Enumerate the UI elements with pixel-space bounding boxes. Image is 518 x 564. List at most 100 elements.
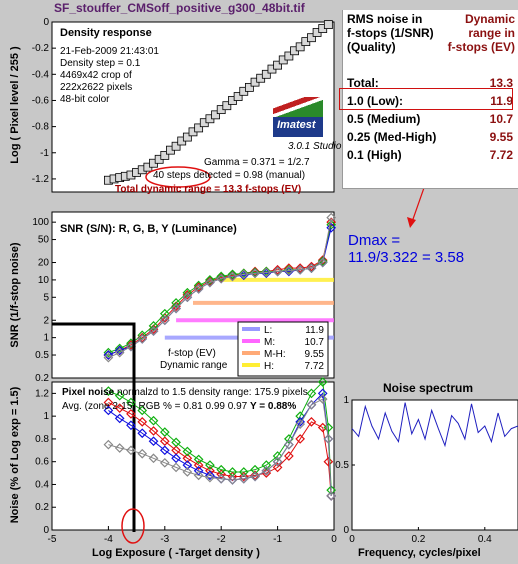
noise-data-point: [306, 388, 317, 399]
snr-data-point: [250, 266, 260, 277]
spectrum-xtick-label: 0.4: [478, 534, 492, 545]
noise-data-point: [159, 427, 170, 437]
noise-data-point: [182, 453, 193, 464]
snr-data-point: [227, 271, 238, 282]
snr-data-point: [171, 298, 181, 308]
noise-avg-y: Y = 0.88%: [250, 401, 297, 412]
noise-data-point: [182, 460, 193, 470]
density-ylabel: Log ( Pixel level / 255 ): [9, 46, 21, 164]
snr-data-point: [295, 264, 306, 275]
snr-data-point: [159, 308, 170, 319]
noise-ytick-label: 0: [43, 525, 49, 536]
noise-data-point: [284, 439, 294, 450]
noise-xtick-label: -2: [217, 534, 226, 545]
noise-xtick-label: -5: [48, 534, 57, 545]
dmax-arrow-head: [407, 217, 416, 228]
dynamic-range-text: Total dynamic range = 13.3 f-stops (EV): [115, 184, 302, 195]
noise-data-point: [171, 462, 181, 473]
snr-data-point: [261, 266, 272, 277]
noise-data-point: [323, 422, 334, 433]
rms-header-line: Dynamic: [464, 12, 515, 26]
steps-highlight-ellipse: [145, 166, 211, 188]
snr-data-point: [272, 264, 283, 275]
snr-ytick-label: 1: [43, 333, 49, 344]
noise-series-line: [108, 380, 332, 491]
snr-ytick-label: 20: [38, 258, 50, 269]
noise-data-point: [137, 416, 148, 427]
rms-highlight-box: [339, 88, 513, 110]
noise-series-line: [108, 402, 332, 496]
noise-data-point: [182, 446, 193, 457]
rms-header-line: (Quality): [347, 40, 396, 54]
noise-data-point: [193, 454, 204, 465]
density-step-marker: [194, 123, 204, 133]
noise-data-point: [171, 437, 181, 448]
noise-data-point: [317, 394, 328, 404]
snr-ytick-label: 5: [43, 292, 49, 303]
noise-data-point: [114, 413, 125, 424]
noise-data-point: [126, 397, 136, 408]
rms-row-label: Total:: [347, 76, 379, 90]
noise-data-point: [238, 471, 249, 482]
dmax-line: Dmax =: [348, 232, 401, 249]
rms-row-label: 0.1 (High): [347, 148, 402, 162]
gamma-text: Gamma = 0.371 = 1/2.7: [204, 157, 310, 168]
snr-data-point: [216, 271, 227, 282]
noise-data-point: [326, 490, 337, 501]
noise-data-point: [182, 467, 193, 477]
snr-data-point: [182, 292, 193, 303]
snr-data-point: [103, 350, 114, 360]
snr-data-point: [193, 284, 204, 294]
snr-ytick-label: 0.2: [35, 373, 49, 384]
noise-data-point: [227, 471, 238, 482]
snr-data-point: [103, 347, 114, 358]
noise-data-point: [306, 416, 317, 427]
noise-data-point: [205, 470, 215, 481]
snr-legend-label: L:: [264, 325, 272, 336]
noise-data-point: [306, 399, 317, 410]
snr-data-point: [250, 268, 260, 279]
noise-data-point: [250, 470, 260, 481]
dr-marker-line: [52, 322, 136, 342]
noise-ytick-label: 1: [43, 411, 49, 422]
noise-ylabel: Noise (% of Log exp = 1.5): [9, 386, 21, 523]
rms-header-line: RMS noise in: [347, 12, 423, 26]
noise-data-point: [114, 403, 125, 414]
spectrum-ytick-label: 0.5: [335, 460, 349, 471]
snr-data-point: [295, 263, 306, 273]
snr-data-point: [317, 255, 328, 265]
rms-header-line: range in: [468, 26, 515, 40]
noise-title: Pixel noise normalzd to 1.5 density rang…: [62, 387, 308, 398]
noise-data-point: [216, 464, 227, 475]
density-step-marker: [171, 141, 181, 151]
snr-data-point: [250, 267, 260, 278]
snr-data-point: [103, 352, 114, 363]
noise-data-point: [317, 377, 328, 387]
rms-row-label: 1.0 (Low):: [347, 94, 403, 108]
density-info-line: 222x2622 pixels: [60, 82, 133, 93]
snr-data-point: [261, 267, 272, 278]
density-step-marker: [222, 101, 232, 111]
density-step-marker: [233, 92, 243, 101]
noise-data-point: [126, 445, 136, 456]
noise-data-point: [126, 409, 136, 419]
noise-data-point: [227, 475, 238, 485]
noise-data-point: [323, 434, 334, 444]
snr-data-point: [284, 265, 294, 276]
noise-data-point: [193, 460, 204, 470]
spectrum-title: Noise spectrum: [383, 381, 474, 395]
density-step-marker: [244, 82, 254, 92]
noise-data-point: [295, 434, 306, 444]
snr-data-point: [317, 257, 328, 268]
noise-data-point: [272, 462, 283, 473]
noise-data-point: [137, 448, 148, 459]
snr-data-point: [193, 282, 204, 292]
snr-data-point: [306, 261, 317, 272]
density-info-line: 21-Feb-2009 21:43:01: [60, 46, 159, 57]
noise-data-point: [171, 453, 181, 464]
noise-data-point: [323, 456, 334, 467]
x-axis-label: Log Exposure ( -Target density ): [92, 547, 260, 559]
noise-xtick-label: 0: [331, 534, 337, 545]
density-ytick-label: -1.2: [32, 174, 50, 185]
snr-ylabel: SNR (1/f-stop noise): [9, 242, 21, 347]
